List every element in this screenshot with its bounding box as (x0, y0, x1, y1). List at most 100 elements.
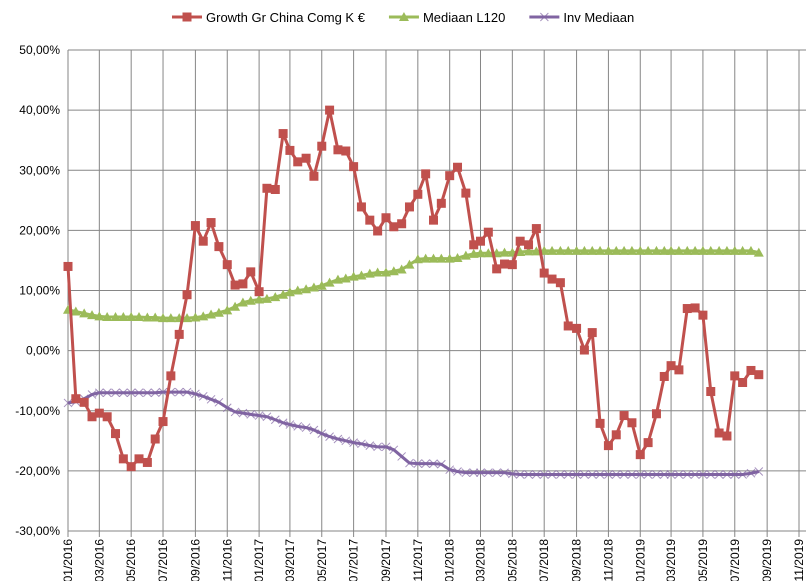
x-marker (397, 452, 407, 461)
square-marker (214, 242, 224, 252)
x-marker (572, 470, 581, 479)
square-marker (230, 280, 240, 290)
square-marker (389, 222, 399, 232)
x-marker (611, 470, 621, 479)
square-marker (63, 261, 73, 271)
x-marker (722, 470, 732, 479)
square-marker (579, 345, 589, 355)
square-marker (738, 377, 748, 387)
square-marker (317, 141, 327, 151)
x-marker (421, 459, 431, 469)
x-marker (445, 465, 455, 475)
x-marker (730, 470, 740, 479)
triangle-marker (635, 245, 646, 255)
x-marker (373, 442, 382, 452)
x-marker (483, 468, 493, 478)
x-marker (436, 459, 446, 469)
triangle-marker (332, 274, 343, 284)
square-marker (619, 411, 629, 421)
triangle-marker (673, 245, 684, 255)
x-marker (150, 388, 160, 398)
square-marker (746, 365, 756, 375)
square-marker (94, 408, 104, 418)
x-tick-label: 1/07/2018 (537, 539, 551, 581)
triangle-marker (110, 311, 121, 321)
triangle-marker (340, 273, 351, 283)
triangle-marker (697, 245, 708, 255)
triangle-marker (94, 311, 105, 321)
triangle-marker (705, 245, 716, 255)
triangle-marker (436, 253, 447, 263)
triangle-marker (213, 307, 224, 317)
square-marker (475, 236, 485, 246)
x-tick-label: 1/03/2017 (283, 539, 297, 581)
x-marker (341, 436, 351, 446)
square-marker (309, 171, 319, 181)
x-marker (619, 470, 629, 479)
x-marker (738, 470, 747, 479)
triangle-marker (555, 245, 566, 255)
square-marker (722, 431, 732, 441)
x-axis: 1/01/2016 1/03/2016 1/05/2016 1/07/2016 1/09… (61, 539, 806, 581)
square-marker (301, 153, 311, 163)
series-group (63, 105, 764, 479)
triangle-marker (70, 306, 81, 316)
square-marker (635, 450, 645, 460)
triangle-marker (126, 311, 137, 321)
x-marker (126, 388, 136, 398)
square-marker (71, 394, 81, 404)
series-mediaan-l120 (63, 245, 764, 323)
triangle-marker (118, 311, 129, 321)
x-tick-label: 1/09/2019 (760, 539, 774, 581)
square-marker (111, 429, 121, 439)
square-marker (166, 371, 176, 381)
square-marker (182, 290, 192, 300)
square-marker (198, 236, 208, 246)
x-marker (476, 468, 485, 478)
x-marker (587, 470, 597, 479)
x-marker (507, 469, 517, 479)
y-tick-label: -20,00% (15, 464, 60, 478)
x-marker (682, 470, 692, 479)
x-marker (94, 388, 104, 398)
square-marker (659, 371, 669, 381)
square-marker (754, 370, 764, 380)
square-marker (421, 169, 431, 179)
legend-label: Mediaan L120 (423, 10, 505, 25)
x-marker (87, 390, 97, 399)
triangle-marker (388, 266, 399, 276)
triangle-marker (308, 282, 319, 292)
x-marker (643, 470, 653, 479)
series-line (67, 390, 760, 476)
square-marker (445, 171, 455, 181)
square-marker (79, 397, 89, 407)
triangle-marker (444, 253, 455, 263)
square-marker (483, 227, 493, 237)
gridlines (67, 49, 806, 537)
triangle-marker (316, 280, 327, 290)
triangle-marker (643, 245, 654, 255)
x-marker (714, 470, 724, 479)
x-marker (690, 470, 700, 479)
x-marker (469, 468, 479, 478)
triangle-marker (222, 305, 233, 315)
x-marker (429, 459, 438, 469)
x-tick-label: 1/01/2016 (61, 539, 75, 581)
square-marker (118, 454, 128, 464)
square-marker (365, 215, 375, 225)
square-marker (356, 202, 366, 212)
triangle-marker (428, 253, 439, 263)
triangle-marker (499, 247, 510, 257)
triangle-marker (398, 12, 409, 21)
square-marker (461, 188, 471, 198)
triangle-marker (150, 312, 161, 322)
square-marker (572, 323, 582, 333)
square-marker (182, 12, 192, 22)
legend-label: Growth Gr China Comg K € (206, 10, 366, 25)
square-marker (531, 224, 541, 234)
square-marker (730, 371, 740, 381)
triangle-marker (571, 245, 582, 255)
square-marker (682, 304, 692, 314)
triangle-marker (563, 245, 574, 255)
square-marker (325, 105, 335, 115)
